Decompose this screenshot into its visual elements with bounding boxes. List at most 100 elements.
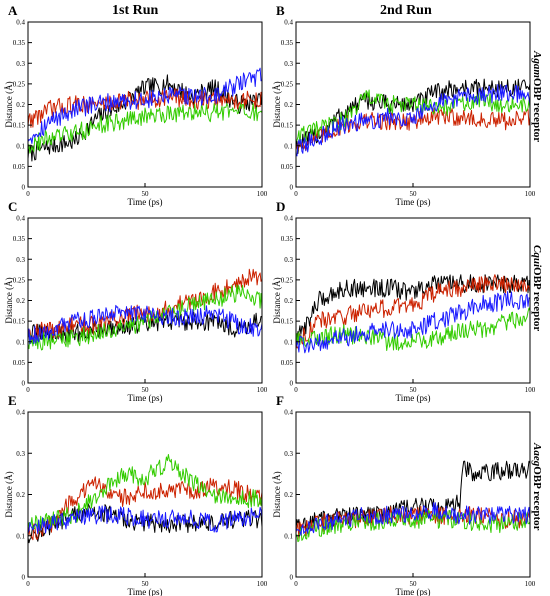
y-tick-label-D: 0.05 xyxy=(281,359,294,367)
panel-label-A: A xyxy=(8,3,18,18)
y-tick-label-C: 0.4 xyxy=(16,215,25,223)
y-tick-label-B: 0.2 xyxy=(284,101,293,109)
x-tick-label-F: 50 xyxy=(410,580,418,588)
y-tick-label-E: 0 xyxy=(22,574,26,582)
series-line-D-2 xyxy=(295,274,531,349)
series-line-B-4 xyxy=(295,84,531,157)
y-axis-label-D: Distance (Å) xyxy=(272,277,282,323)
y-tick-label-E: 0.3 xyxy=(16,450,25,458)
series-line-B-1 xyxy=(295,78,531,154)
y-tick-label-F: 0.1 xyxy=(284,532,293,540)
y-axis-label-A: Distance (Å) xyxy=(4,81,14,127)
x-axis-label-D: Time (ps) xyxy=(396,393,431,403)
y-tick-label-A: 0.15 xyxy=(13,122,26,130)
x-tick-label-E: 100 xyxy=(257,580,268,588)
y-tick-label-B: 0.1 xyxy=(284,142,293,150)
series-line-D-3 xyxy=(295,307,531,351)
column-title-1st-run: 1st Run xyxy=(112,3,159,18)
x-tick-label-F: 0 xyxy=(294,580,298,588)
x-tick-label-C: 50 xyxy=(142,386,150,394)
x-tick-label-D: 100 xyxy=(525,386,536,394)
y-tick-label-D: 0.4 xyxy=(284,215,293,223)
y-tick-label-A: 0.05 xyxy=(13,163,26,171)
y-tick-label-D: 0.35 xyxy=(281,235,294,243)
panel-B: B 0 0.05 0.1 0.15 0.2 0.25 0.3 0.35 0.4 0 50 100 Time… xyxy=(272,3,536,207)
y-tick-label-D: 0.15 xyxy=(281,318,294,326)
y-tick-label-F: 0.2 xyxy=(284,491,293,499)
panel-C: C 0 0.05 0.1 0.15 0.2 0.25 0.3 0.35 0.4 0 50 100 Time… xyxy=(4,199,268,403)
x-tick-label-B: 100 xyxy=(525,190,536,198)
y-tick-label-C: 0.25 xyxy=(13,276,26,284)
x-tick-label-D: 50 xyxy=(410,386,418,394)
y-tick-label-B: 0.3 xyxy=(284,60,293,68)
x-tick-label-C: 100 xyxy=(257,386,268,394)
series-line-E-2 xyxy=(27,476,263,541)
x-tick-label-B: 0 xyxy=(294,190,298,198)
panel-label-F: F xyxy=(276,393,284,408)
y-tick-label-B: 0.35 xyxy=(281,39,294,47)
x-tick-label-E: 50 xyxy=(142,580,150,588)
y-tick-label-C: 0.05 xyxy=(13,359,26,367)
series-line-A-3 xyxy=(27,103,263,154)
y-tick-label-C: 0 xyxy=(22,380,26,388)
panel-A: A 0 0.05 0.1 0.15 0.2 0.25 0.3 0.35 0.4 0 50 100 Time… xyxy=(4,3,268,207)
y-tick-label-D: 0.3 xyxy=(284,256,293,264)
y-tick-label-A: 0.4 xyxy=(16,19,25,27)
y-tick-label-A: 0.2 xyxy=(16,101,25,109)
y-tick-label-D: 0.2 xyxy=(284,297,293,305)
y-tick-label-D: 0.1 xyxy=(284,338,293,346)
x-axis-label-C: Time (ps) xyxy=(128,393,163,403)
y-tick-label-F: 0 xyxy=(290,574,294,582)
y-tick-label-C: 0.2 xyxy=(16,297,25,305)
y-tick-label-C: 0.1 xyxy=(16,338,25,346)
plot-frame-F xyxy=(295,411,531,578)
y-tick-label-F: 0.4 xyxy=(284,409,293,417)
y-tick-label-A: 0.25 xyxy=(13,80,26,88)
x-tick-label-A: 0 xyxy=(26,190,30,198)
x-axis-label-B: Time (ps) xyxy=(396,197,431,207)
y-tick-label-B: 0 xyxy=(290,184,294,192)
panel-label-E: E xyxy=(8,393,17,408)
y-axis-label-B: Distance (Å) xyxy=(272,81,282,127)
series-line-E-3 xyxy=(27,454,263,533)
series-line-F-1 xyxy=(295,460,531,534)
y-tick-label-B: 0.05 xyxy=(281,163,294,171)
x-tick-label-F: 100 xyxy=(525,580,536,588)
series-line-F-3 xyxy=(295,509,531,543)
y-tick-label-C: 0.3 xyxy=(16,256,25,264)
y-axis-label-C: Distance (Å) xyxy=(4,277,14,323)
y-tick-label-E: 0.4 xyxy=(16,409,25,417)
y-tick-label-E: 0.2 xyxy=(16,491,25,499)
series-line-B-3 xyxy=(295,89,531,146)
series-line-A-4 xyxy=(27,67,263,144)
y-axis-label-E: Distance (Å) xyxy=(4,471,14,517)
y-tick-label-D: 0.25 xyxy=(281,276,294,284)
panel-D: D 0 0.05 0.1 0.15 0.2 0.25 0.3 0.35 0.4 0 50 100 Time… xyxy=(272,199,536,403)
y-tick-label-C: 0.35 xyxy=(13,235,26,243)
y-tick-label-A: 0 xyxy=(22,184,26,192)
panel-F: F 0 0.1 0.2 0.3 0.4 0 50 100 Time (ps) Distance (Å… xyxy=(272,393,536,596)
series-line-D-1 xyxy=(295,274,531,345)
y-tick-label-D: 0 xyxy=(290,380,294,388)
y-tick-label-F: 0.3 xyxy=(284,450,293,458)
series-line-F-4 xyxy=(295,502,531,536)
x-tick-label-A: 50 xyxy=(142,190,150,198)
y-tick-label-A: 0.35 xyxy=(13,39,26,47)
y-tick-label-A: 0.1 xyxy=(16,142,25,150)
x-axis-label-A: Time (ps) xyxy=(128,197,163,207)
column-title-2nd-run: 2nd Run xyxy=(380,3,432,18)
panel-label-B: B xyxy=(276,3,285,18)
panel-E: E 0 0.1 0.2 0.3 0.4 0 50 100 Time (ps) Distance (Å… xyxy=(4,393,268,596)
y-tick-label-E: 0.1 xyxy=(16,532,25,540)
panel-label-C: C xyxy=(8,199,17,214)
x-tick-label-D: 0 xyxy=(294,386,298,394)
y-tick-label-B: 0.25 xyxy=(281,80,294,88)
x-tick-label-B: 50 xyxy=(410,190,418,198)
x-axis-label-F: Time (ps) xyxy=(396,587,431,596)
y-tick-label-B: 0.4 xyxy=(284,19,293,27)
x-tick-label-E: 0 xyxy=(26,580,30,588)
panel-label-D: D xyxy=(276,199,285,214)
series-line-B-2 xyxy=(295,107,531,152)
